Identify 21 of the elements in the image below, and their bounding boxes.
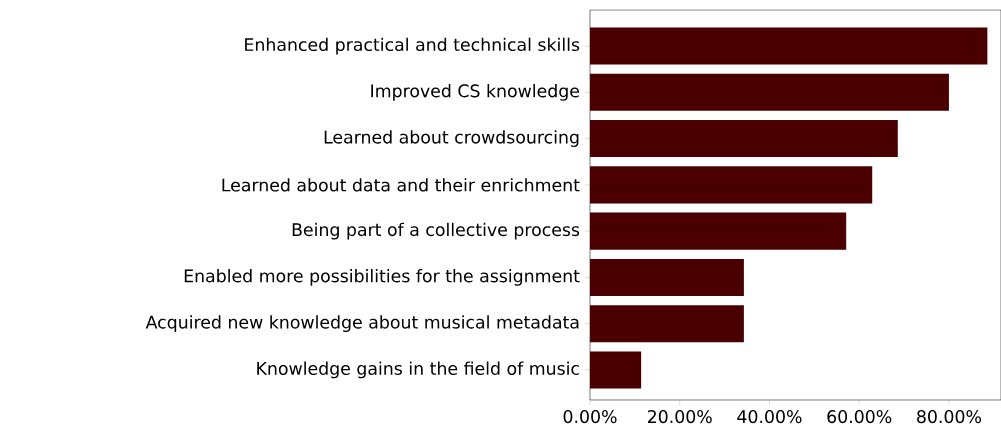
y-tick-label: Learned about crowdsourcing [324,130,579,147]
x-tick-label: 0.00% [563,410,617,424]
bar [589,166,873,204]
y-tick-label: Improved CS knowledge [371,83,580,101]
bar [589,212,847,250]
bar [589,27,988,65]
bar [589,258,744,296]
y-tick-label: Enhanced practical and technical skills [245,37,580,55]
y-tick-label: Acquired new knowledge about musical metadata [145,315,579,333]
x-tick-label: 60.00% [827,410,892,424]
y-tick-label: Enabled more possibilities for the assignment [184,269,580,286]
x-tick-label: 20.00% [647,410,712,424]
bar [589,73,949,111]
y-tick-label: Knowledge gains in the field of music [257,361,579,379]
bar [589,305,744,343]
bar [589,351,642,389]
y-tick-label: Learned about data and their enrichment [222,178,580,192]
bar [589,120,898,158]
x-tick-label: 80.00% [917,410,982,424]
x-tick-label: 40.00% [737,410,802,424]
y-tick-label: Being part of a collective process [292,222,580,240]
